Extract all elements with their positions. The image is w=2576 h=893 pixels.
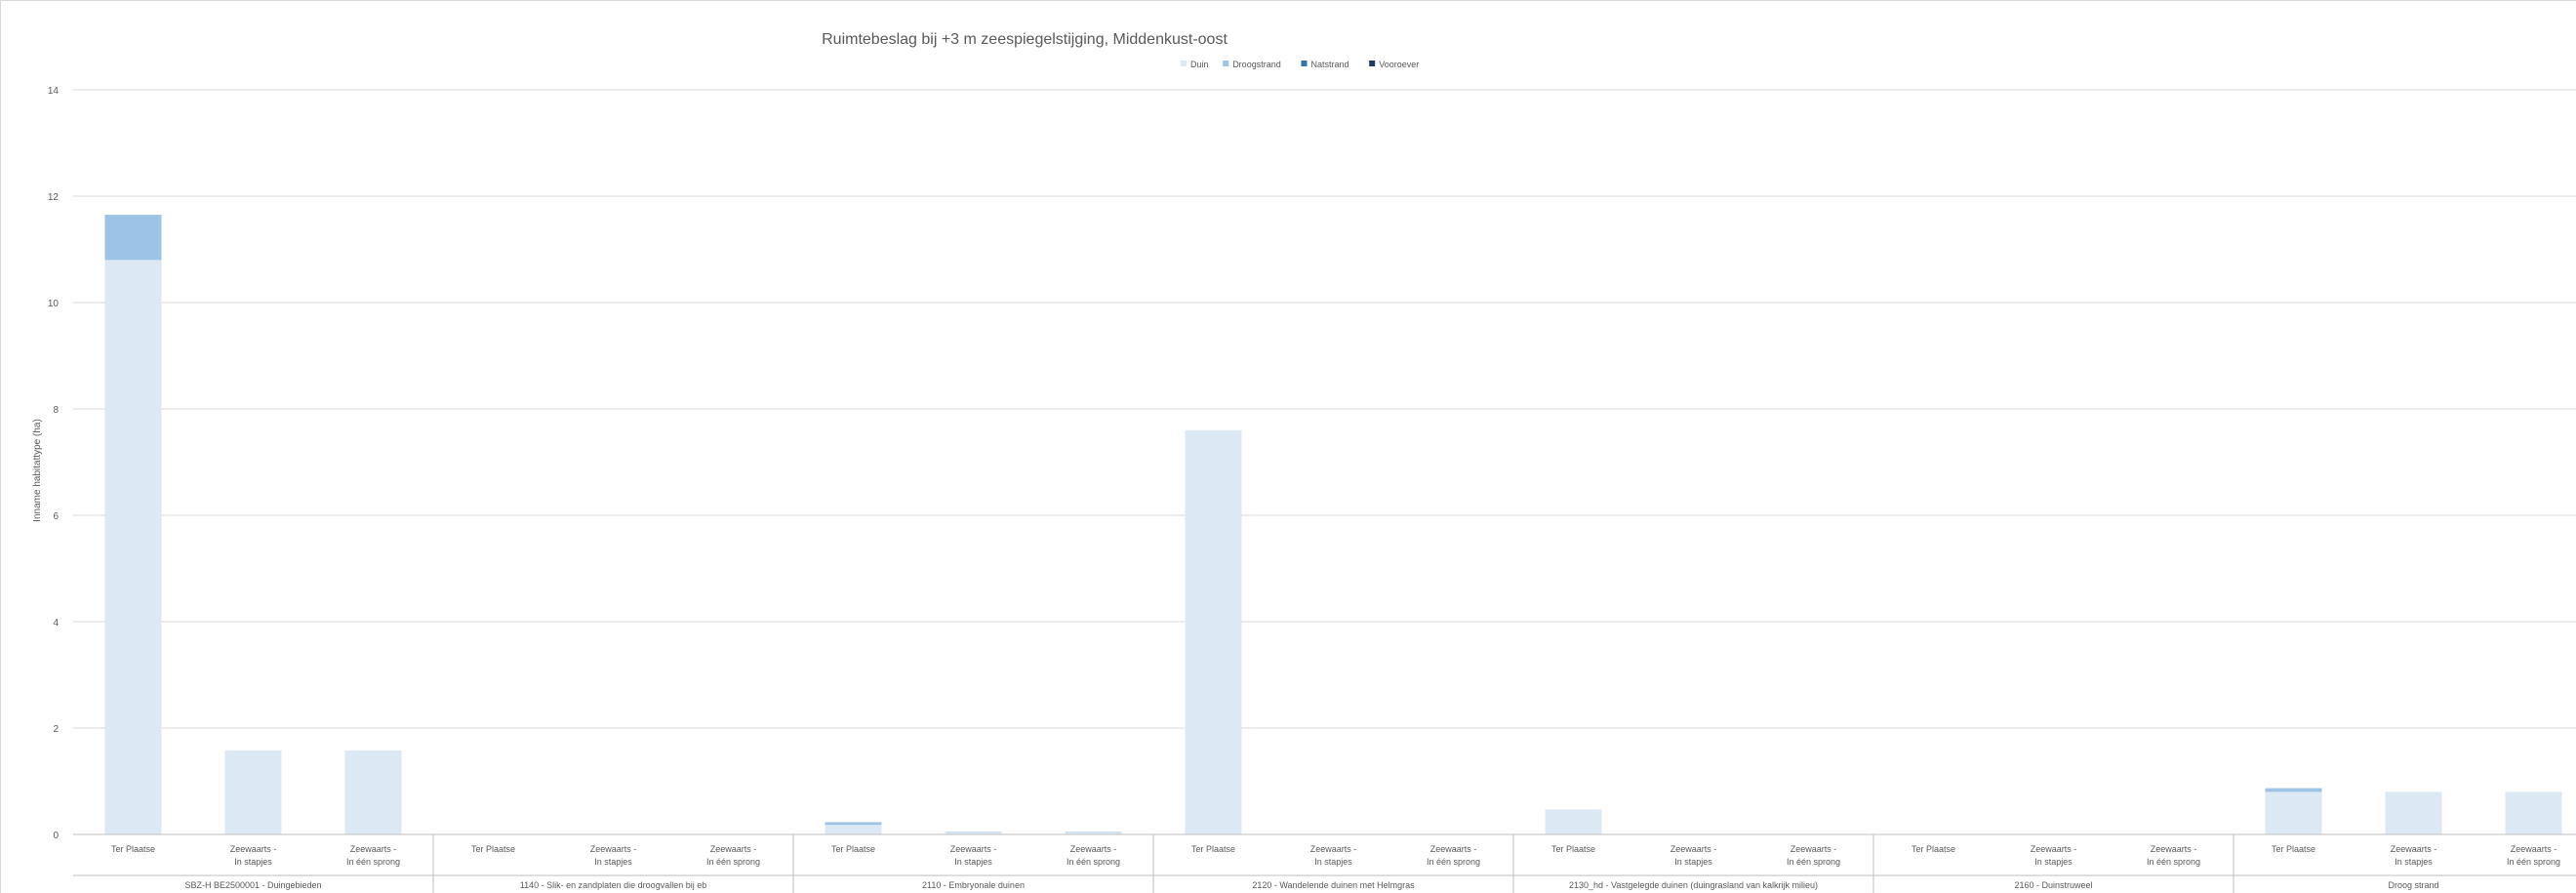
x-axis: Ter Plaatse Zeewaarts -In stapjes Zeewaart… <box>73 833 2576 893</box>
x-tick-label: Zeewaarts -In één sprong <box>2507 844 2560 867</box>
y-tick-label: 2 <box>53 724 59 735</box>
x-group-label: 2110 - Embryonale duinen <box>922 880 1025 890</box>
bar-droogstrand <box>2265 788 2322 792</box>
x-group-label: SBZ-H BE2500001 - Duingebieden <box>184 880 321 890</box>
x-tick-label: Zeewaarts -In één sprong <box>1787 844 1840 867</box>
bar-duin <box>1545 809 1602 834</box>
x-tick-label: Zeewaarts -In stapjes <box>1670 844 1717 867</box>
gridlines <box>73 89 2576 835</box>
x-tick-label: Zeewaarts -In één sprong <box>1067 844 1120 867</box>
x-group-label: Droog strand <box>2388 880 2438 890</box>
x-tick-label: Ter Plaatse <box>1191 844 1235 854</box>
bars <box>104 215 2562 834</box>
bar-duin <box>1185 429 1242 834</box>
legend-swatch-droogstrand <box>1223 61 1229 66</box>
x-tick-label: Zeewaarts -In één sprong <box>346 844 400 867</box>
chart-title: Ruimtebeslag bij +3 m zeespiegelstijging… <box>822 31 1228 48</box>
y-tick-label: 4 <box>53 618 59 629</box>
bar-duin <box>224 750 282 834</box>
legend-swatch-duin <box>1181 61 1187 66</box>
y-axis-title: Inname habitattype (ha) <box>32 419 43 522</box>
x-group-label: 2130_hd - Vastgelegde duinen (duingrasla… <box>1569 880 1818 890</box>
x-tick-label: Zeewaarts -In één sprong <box>706 844 760 867</box>
bar-duin <box>104 260 162 834</box>
x-tick-label: Zeewaarts -In stapjes <box>2031 844 2077 867</box>
x-tick-label: Ter Plaatse <box>1551 844 1595 854</box>
bar-duin <box>825 825 882 834</box>
legend: Duin Droogstrand Natstrand Vooroever <box>1181 60 1419 69</box>
x-tick-label: Ter Plaatse <box>831 844 875 854</box>
x-tick-label: Zeewaarts -In één sprong <box>1427 844 1480 867</box>
legend-label-natstrand: Natstrand <box>1311 60 1349 69</box>
x-tick-label: Zeewaarts -In stapjes <box>2391 844 2437 867</box>
x-tick-label: Ter Plaatse <box>111 844 155 854</box>
x-tick-label: Ter Plaatse <box>2272 844 2315 854</box>
y-tick-label: 10 <box>48 299 60 309</box>
bar-duin <box>2385 792 2442 834</box>
x-tick-label: Ter Plaatse <box>1912 844 1955 854</box>
x-group-label: 2120 - Wandelende duinen met Helmgras <box>1252 880 1415 890</box>
y-tick-label: 12 <box>48 192 60 203</box>
bar-duin <box>1065 832 1122 834</box>
legend-label-vooroever: Vooroever <box>1379 60 1419 69</box>
y-tick-label: 6 <box>53 511 59 522</box>
y-axis-ticks: 0 2 4 6 8 10 12 14 <box>48 86 60 841</box>
x-tick-label: Zeewaarts -In stapjes <box>950 844 997 867</box>
legend-swatch-natstrand <box>1301 61 1308 66</box>
bar-duin <box>344 750 402 834</box>
x-tick-label: Zeewaarts -In stapjes <box>1310 844 1357 867</box>
x-group-label: 1140 - Slik- en zandplaten die droogvall… <box>520 880 706 890</box>
x-group-label: 2160 - Duinstruweel <box>2014 880 2092 890</box>
bar-droogstrand <box>825 822 882 826</box>
x-tick-label: Zeewaarts -In stapjes <box>590 844 637 867</box>
bar-duin <box>945 832 1002 834</box>
y-tick-label: 14 <box>48 86 60 97</box>
x-tick-label: Zeewaarts -In één sprong <box>2147 844 2200 867</box>
legend-label-duin: Duin <box>1190 60 1209 69</box>
bar-duin <box>2265 792 2322 834</box>
y-tick-label: 8 <box>53 405 59 416</box>
legend-label-droogstrand: Droogstrand <box>1232 60 1281 69</box>
x-tick-label: Zeewaarts -In stapjes <box>230 844 277 867</box>
legend-swatch-vooroever <box>1369 61 1376 66</box>
y-tick-label: 0 <box>53 831 59 841</box>
bar-droogstrand <box>104 215 162 261</box>
x-tick-label: Ter Plaatse <box>471 844 515 854</box>
bar-duin <box>2505 792 2562 834</box>
